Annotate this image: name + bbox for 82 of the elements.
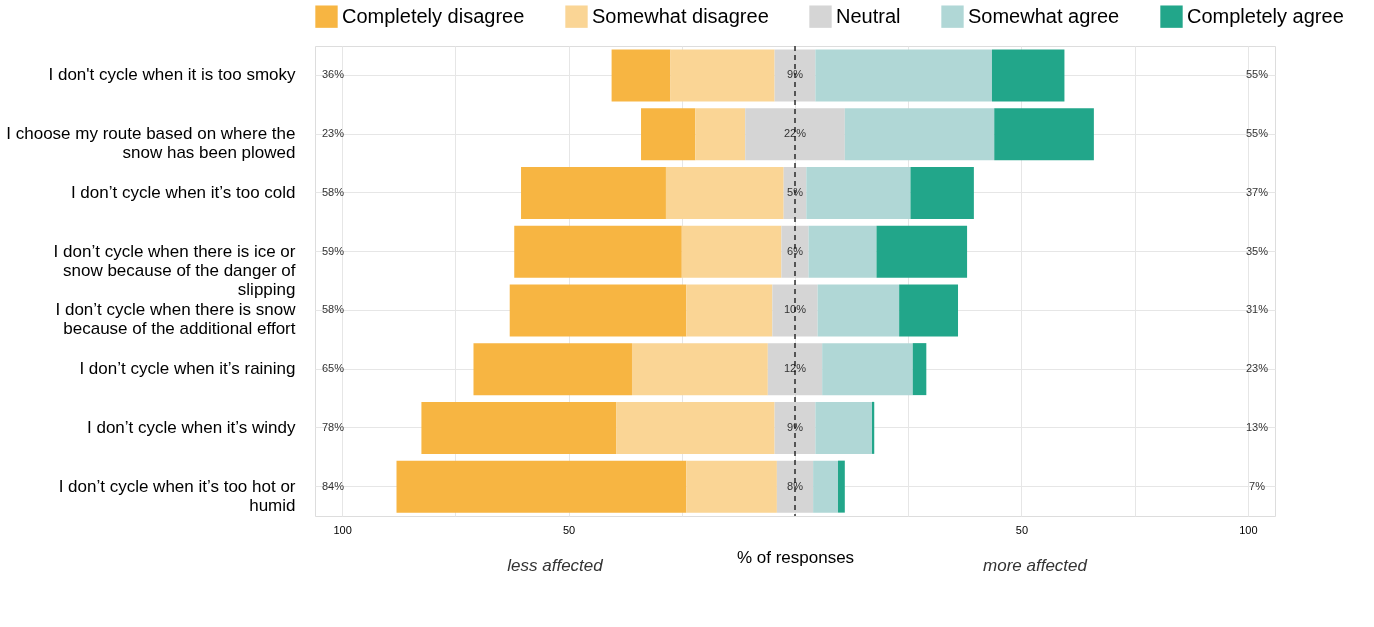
bar [641,108,696,161]
bar [631,343,768,396]
bar [686,284,773,337]
y-tick-label: I don’t cycle when there is ice or snow because of the danger of slipping [53,241,296,299]
annotation: 23% [1245,362,1269,375]
bar [611,49,671,102]
annotation: 7% [1249,479,1266,492]
bar [844,108,995,161]
bar [912,343,927,396]
bar [772,284,818,337]
bar [774,49,816,102]
bar [991,49,1065,102]
bar [822,343,913,396]
legend-label: Somewhat disagree [592,4,769,27]
bar [774,401,816,454]
annotation: 78% [321,420,345,433]
bar [509,284,687,337]
annotation: 59% [321,244,345,257]
y-tick-label: I choose my route based on where the snow has been plowed [6,124,296,163]
bar [815,401,872,454]
y-tick-label: I don’t cycle when there is snow because of the additional effort [55,300,297,339]
annotation: 31% [1245,303,1269,316]
annotation: 35% [1245,244,1269,257]
bar [815,49,992,102]
x-tick-label: 100 [1239,523,1258,536]
annotation: 37% [1245,185,1269,198]
bar [994,108,1094,161]
data-label: 6% [787,244,804,257]
y-tick-label: I don’t cycle when it’s too hot or humid [58,476,296,515]
bar [695,108,746,161]
legend-label: Completely disagree [342,4,525,27]
y-tick-label: I don’t cycle when it’s too cold [70,182,296,202]
bar [899,284,959,337]
bar [776,460,814,513]
y-tick-label: I don't cycle when it is too smoky [48,65,296,85]
bar [665,166,784,219]
bar [817,284,900,337]
bar [910,166,974,219]
data-label: 9% [787,420,804,433]
text: more affected [983,556,1088,575]
bar [686,460,777,513]
bar [781,225,809,278]
bar [514,225,682,278]
annotation: 84% [321,479,345,492]
bar [838,460,845,513]
bar [808,225,877,278]
bar [670,49,775,102]
data-label: 9% [787,68,804,81]
x-tick-label: 50 [1015,523,1029,536]
bar [806,166,911,219]
x-tick-label: 50 [562,523,576,536]
annotation: 36% [321,68,345,81]
y-tick-label: I don’t cycle when it’s windy [86,417,296,437]
data-label: 5% [787,185,804,198]
bar [876,225,968,278]
annotation: 55% [1245,68,1269,81]
legend-label: Somewhat agree [968,4,1120,27]
bar [813,460,839,513]
annotation: 55% [1245,127,1269,140]
bar [521,166,666,219]
data-label: 10% [783,303,807,316]
legend-label: Neutral [836,4,901,27]
data-label: 22% [783,127,807,140]
bar [473,343,632,396]
x-axis-title: % of responses [736,547,855,567]
y-tick-label: I don’t cycle when it’s raining [79,359,296,379]
annotation: 58% [321,185,345,198]
bar [681,225,782,278]
bar [396,460,687,513]
legend-label: Completely agree [1187,4,1344,27]
annotation: 23% [321,127,345,140]
x-tick-label: 100 [333,523,352,536]
bar [616,401,775,454]
text: less affected [507,556,604,575]
bar [421,401,617,454]
data-label: 12% [783,362,807,375]
annotation: 58% [321,303,345,316]
bar [745,108,845,161]
annotation: 13% [1245,420,1269,433]
annotation: 65% [321,362,345,375]
data-label: 8% [787,479,804,492]
bar [767,343,823,396]
